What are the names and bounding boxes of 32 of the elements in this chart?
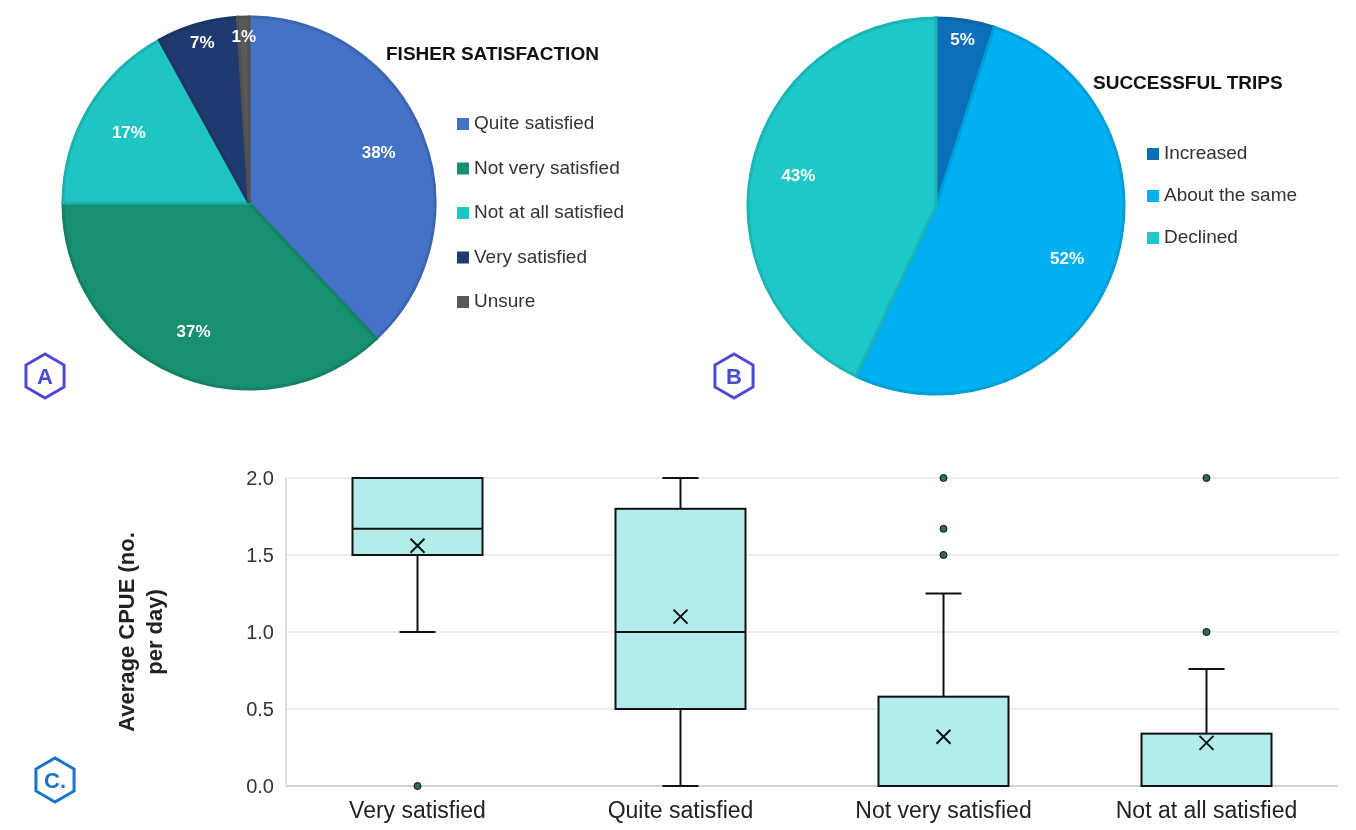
x-tick-label: Quite satisfied [607,797,754,823]
data-label: 17% [111,122,146,142]
text: SUCCESSFUL TRIPS [1093,72,1283,93]
text: A [37,364,54,389]
legend-label: Very satisfied [474,245,587,267]
data-label: 38% [361,142,396,162]
data-label: 43% [781,166,816,186]
y-axis-title: Average CPUE (no. per day) [114,532,167,732]
legend-label: Not at all satisfied [474,201,624,222]
data-label: 37% [176,322,211,342]
data-label: 5% [950,29,975,49]
legend-label: Declined [1164,226,1238,247]
y-tick-label: 1.5 [246,544,274,566]
text: C. [44,768,66,793]
data-label: 52% [1050,248,1085,268]
y-tick-label: 1.0 [246,621,274,643]
legend-label: About the same [1164,184,1298,205]
pie-slice [61,201,378,391]
legend-label: Quite satisfied [474,112,595,133]
y-tick-label: 0.0 [246,775,274,797]
text: FISHER SATISFACTION [386,43,599,64]
pie-slice [746,16,938,378]
data-label: 7% [190,33,215,53]
x-tick-label: Not very satisfied [855,797,1032,823]
legend-label: Unsure [474,290,536,311]
text: B [726,364,742,389]
x-tick-label: Not at all satisfied [1115,797,1298,823]
legend-label: Not very satisfied [474,156,620,178]
y-tick-label: 0.5 [246,698,274,720]
legend-label: Increased [1164,142,1248,163]
x-tick-label: Very satisfied [349,797,486,823]
y-tick-label: 2.0 [246,467,274,489]
